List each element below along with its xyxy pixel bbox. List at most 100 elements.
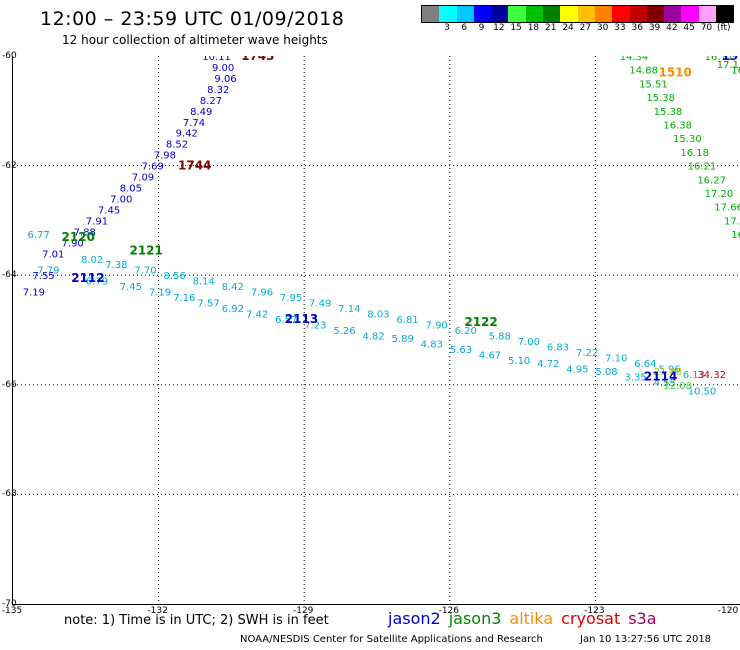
wave-height-value: 6.64 <box>634 359 656 370</box>
wave-height-value: 8.05 <box>120 184 142 195</box>
wave-height-value: 8.32 <box>207 85 229 96</box>
wave-height-value: 16.62 <box>731 66 740 77</box>
legend-swatch <box>577 6 595 22</box>
longitude-label: -129 <box>292 606 314 616</box>
wave-height-value: 7.70 <box>134 266 156 277</box>
wave-height-value: 6.79 <box>86 277 108 288</box>
wave-height-value: 8.52 <box>166 140 188 151</box>
latitude-label: -64 <box>2 270 17 281</box>
wave-height-value: 16.8 <box>731 230 740 241</box>
wave-height-value: 7.23 <box>304 321 326 332</box>
wave-height-value: 6.83 <box>547 342 569 353</box>
wave-height-value: 4.83 <box>421 340 443 351</box>
wave-height-value: 7.98 <box>154 151 176 162</box>
legend-label: 3 <box>444 23 450 33</box>
wave-height-value: 3.35 <box>625 373 647 384</box>
wave-height-value: 5.63 <box>450 345 472 356</box>
legend-label: 21 <box>545 23 557 33</box>
wave-height-value: 5.96 <box>658 364 680 375</box>
legend-label: 42 <box>666 23 678 33</box>
wave-height-value: 7.79 <box>37 266 59 277</box>
wave-height-value: 7.90 <box>426 321 448 332</box>
legend-label: 39 <box>648 23 661 33</box>
satellite-name: altika <box>509 609 554 628</box>
orbit-pass-label: 1744 <box>178 159 211 173</box>
wave-height-value: 5.89 <box>392 334 414 345</box>
legend-swatch <box>525 6 544 22</box>
wave-height-value: 8.14 <box>193 277 215 288</box>
wave-height-value: 7.00 <box>518 337 540 348</box>
wave-height-value: 15.38 <box>646 93 675 104</box>
wave-height-value: 7.16 <box>173 293 195 304</box>
wave-height-value: 7.42 <box>246 310 268 321</box>
wave-height-value: 7.90 <box>62 238 84 249</box>
legend-swatch <box>508 6 526 22</box>
wave-height-value: 7.95 <box>280 293 302 304</box>
legend-swatch <box>646 6 665 22</box>
longitude-label: -120 <box>717 606 739 616</box>
wave-height-value: 7.19 <box>23 288 45 299</box>
satellite-name: jason2 <box>388 609 441 628</box>
legend-swatch <box>543 6 561 22</box>
wave-height-value: 8.56 <box>163 271 185 282</box>
wave-height-value: 7.91 <box>86 216 108 227</box>
wave-height-value: 7.01 <box>42 249 64 260</box>
legend-swatch <box>422 6 440 22</box>
color-legend <box>421 5 735 23</box>
wave-height-value: 8.02 <box>81 255 103 266</box>
wave-height-value: 7.45 <box>120 282 142 293</box>
orbit-pass-label: 1743 <box>241 56 274 63</box>
legend-label: 33 <box>614 23 626 33</box>
wave-height-value: 8.42 <box>222 282 244 293</box>
wave-height-value: 8.49 <box>190 107 212 118</box>
legend-swatch <box>560 6 578 22</box>
wave-height-value: 7.69 <box>142 162 164 173</box>
wave-height-value: 14.88 <box>629 66 658 77</box>
legend-label: (ft) <box>716 23 731 33</box>
orbit-pass-label: 1510 <box>658 65 691 79</box>
legend-label: 36 <box>631 23 643 33</box>
wave-height-value: 6.81 <box>396 315 418 326</box>
wave-height-value: 7.55 <box>32 271 54 282</box>
wave-height-value: 15.38 <box>654 107 683 118</box>
wave-height-value: 4.67 <box>479 351 501 362</box>
legend-swatch <box>456 6 474 22</box>
satellite-name: jason3 <box>448 609 502 628</box>
wave-height-value: 17.66 <box>714 203 740 214</box>
longitude-label: -123 <box>584 606 605 616</box>
legend-swatch <box>612 6 630 22</box>
wave-height-value: 7.74 <box>183 118 205 129</box>
latitude-label: -62 <box>2 160 17 171</box>
legend-swatch <box>716 6 734 22</box>
wave-height-value: 4.72 <box>537 359 559 370</box>
wave-height-value: 12.08 <box>663 381 692 392</box>
wave-height-value: 16.27 <box>697 175 726 186</box>
wave-height-value: 9.00 <box>212 63 234 74</box>
wave-height-value: 6.13 <box>683 370 705 381</box>
wave-height-value: 7.09 <box>132 173 154 184</box>
orbit-pass-label: 2112 <box>71 271 104 285</box>
footer-timestamp: Jan 10 13:27:56 UTC 2018 <box>580 634 712 645</box>
legend-swatch <box>664 6 682 22</box>
wave-height-value: 6.92 <box>222 304 244 315</box>
legend-label: 18 <box>527 23 540 33</box>
wave-height-value: 8.27 <box>200 96 222 107</box>
wave-height-value: 10.11 <box>202 56 231 63</box>
legend-swatch <box>473 6 492 22</box>
wave-height-value: 7.57 <box>197 299 219 310</box>
map-canvas[interactable]: 10.119.009.068.328.278.497.749.428.527.9… <box>13 56 740 604</box>
orbit-pass-label: 2121 <box>129 244 162 258</box>
wave-height-value: 7.19 <box>149 288 171 299</box>
wave-height-value: 5.88 <box>489 331 511 342</box>
orbit-pass-label: 19 <box>722 56 739 63</box>
longitude-label: -126 <box>438 606 460 616</box>
wave-height-value: 7.88 <box>74 227 96 238</box>
map-plot-area[interactable]: 10.11 9.00 9.06 8.32 8.27 8.49 7.74 9.42 8.52 7.9… <box>12 56 740 605</box>
latitude-label: -70 <box>2 599 17 609</box>
map-subtitle: 12 hour collection of altimeter wave hei… <box>62 33 328 47</box>
legend-swatch <box>491 6 509 22</box>
wave-height-value: 17.20 <box>705 189 734 200</box>
wave-height-value: 7.10 <box>605 353 627 364</box>
legend-label: 30 <box>596 23 609 33</box>
wave-height-value: 7.22 <box>576 348 598 359</box>
